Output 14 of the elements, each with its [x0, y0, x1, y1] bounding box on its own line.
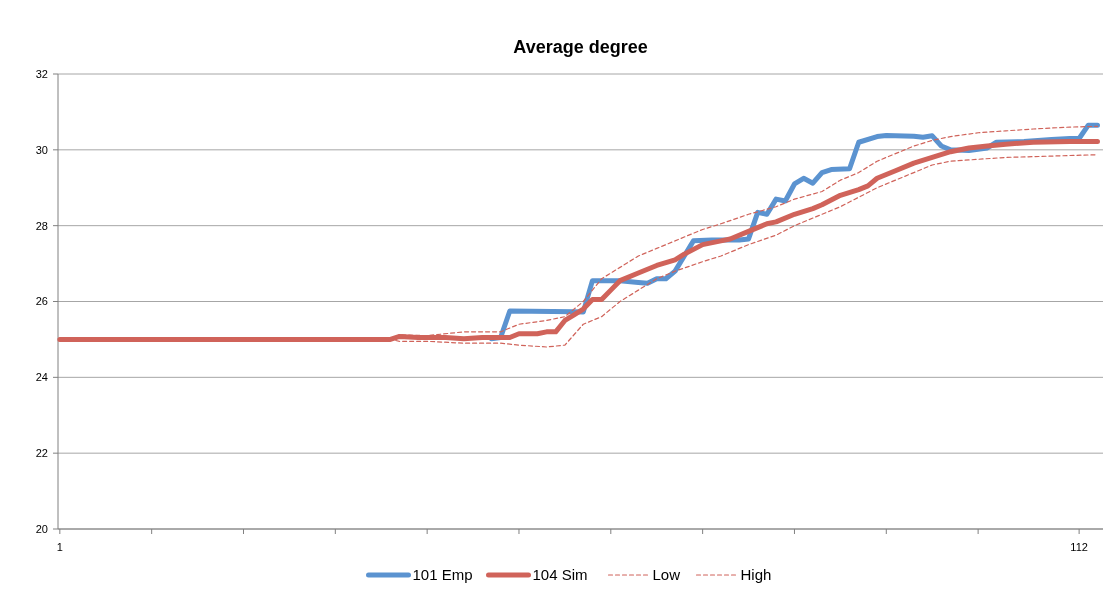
- legend-label: High: [740, 566, 772, 583]
- y-tick-label: 26: [35, 295, 48, 308]
- y-tick-label: 22: [35, 447, 48, 460]
- y-tick-label: 20: [35, 522, 48, 535]
- legend-label: 104 Sim: [532, 566, 588, 583]
- legend-label: 101 Emp: [412, 566, 473, 583]
- y-tick-label: 32: [35, 67, 48, 80]
- chart-title: Average degree: [513, 37, 648, 57]
- y-tick-label: 28: [35, 219, 48, 232]
- y-tick-label: 24: [35, 371, 48, 384]
- legend-label: Low: [652, 566, 681, 583]
- y-tick-label: 30: [35, 143, 48, 156]
- x-tick-label: 1: [56, 541, 63, 553]
- x-tick-label: 112: [1070, 541, 1088, 553]
